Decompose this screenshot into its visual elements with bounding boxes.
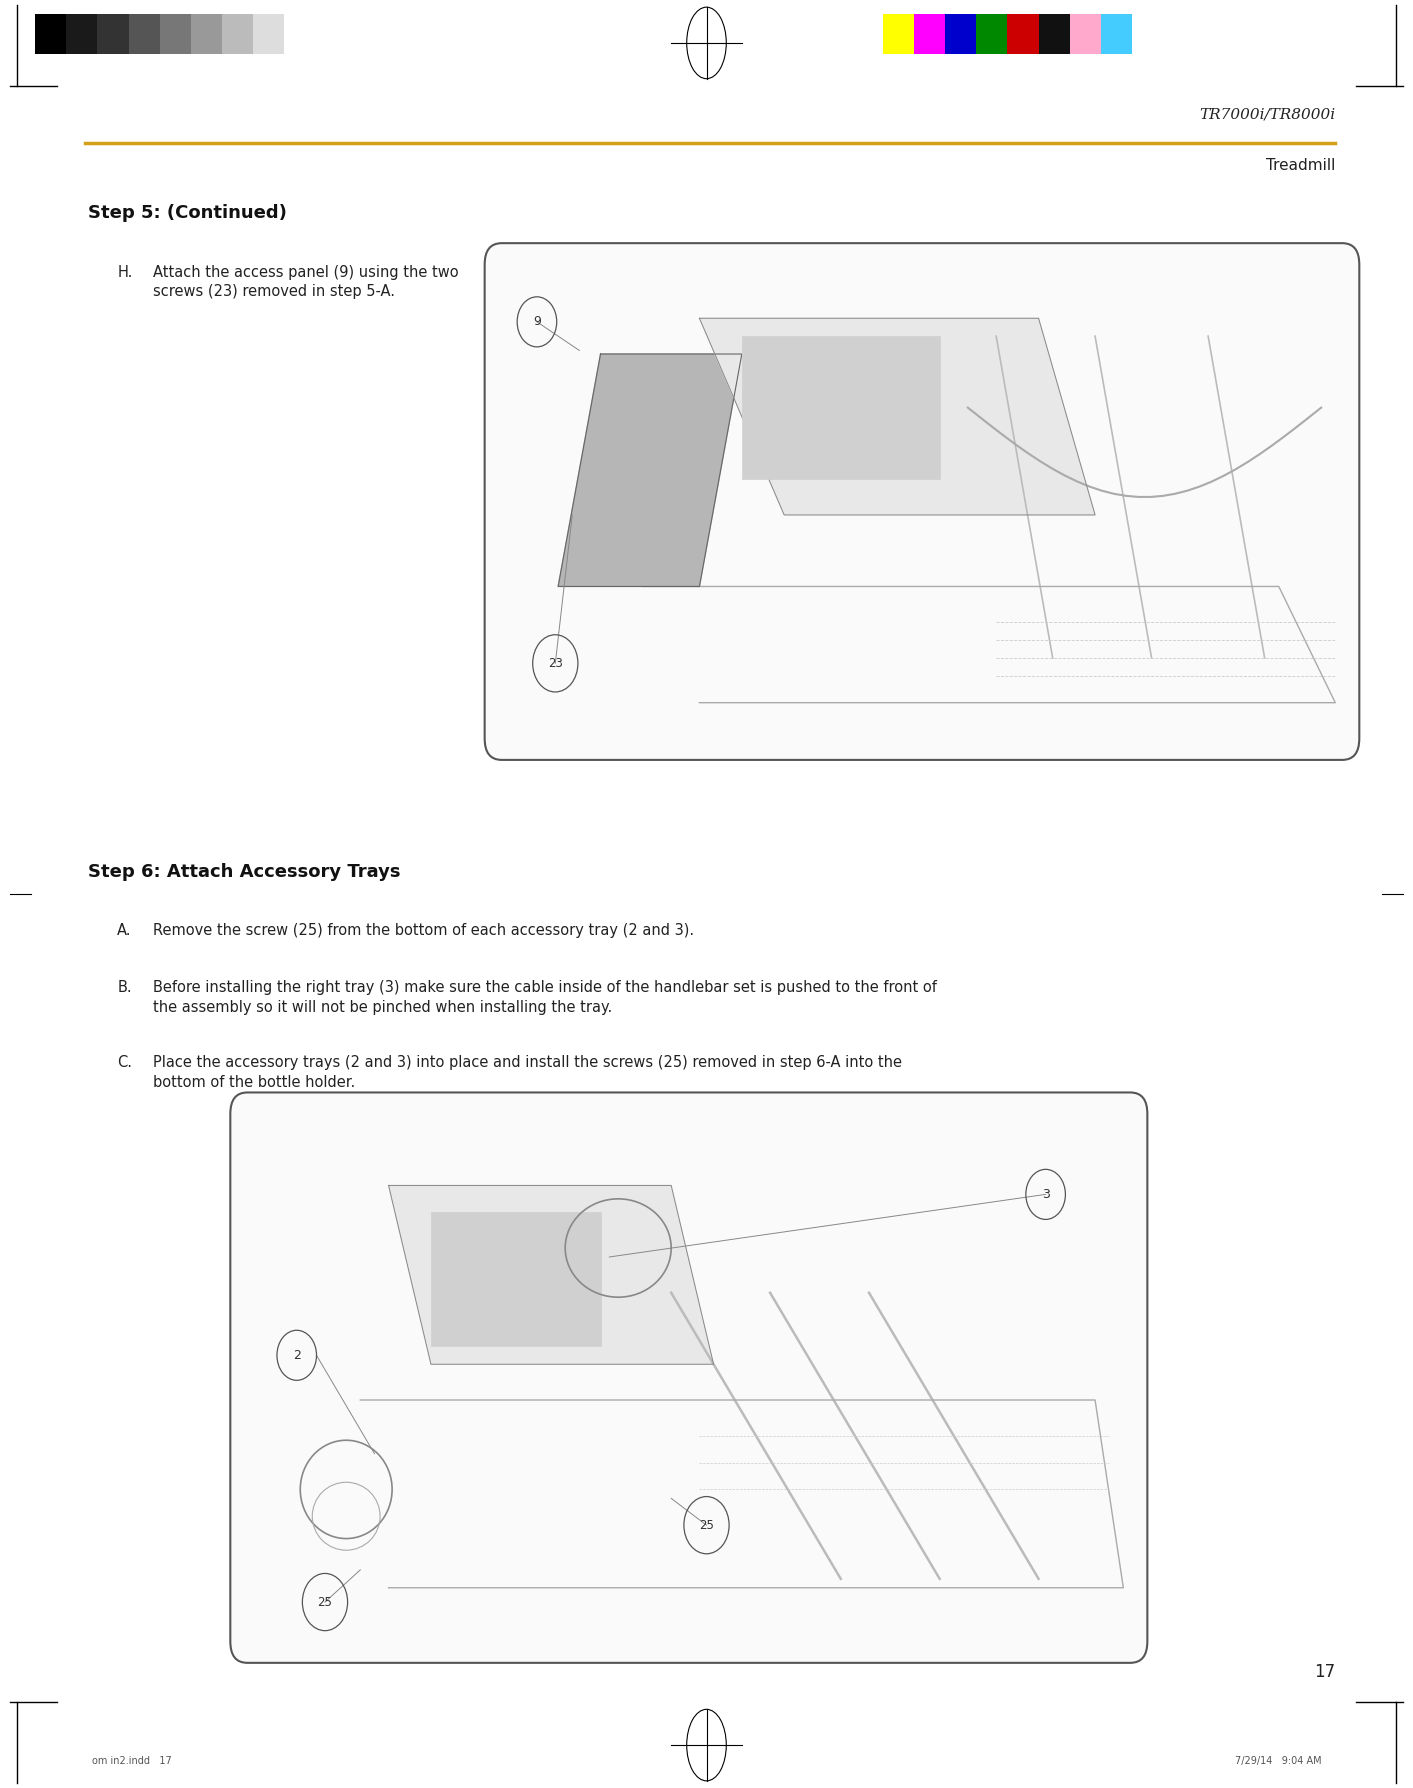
Bar — [742, 336, 940, 479]
Text: Attach the access panel (9) using the two
screws (23) removed in step 5-A.: Attach the access panel (9) using the tw… — [153, 265, 458, 299]
Text: Step 6: Attach Accessory Trays: Step 6: Attach Accessory Trays — [88, 864, 400, 881]
Bar — [129, 14, 160, 54]
Text: A.: A. — [117, 923, 131, 937]
Text: H.: H. — [117, 265, 133, 279]
Text: Treadmill: Treadmill — [1266, 159, 1335, 173]
Text: 23: 23 — [548, 656, 562, 670]
Text: 3: 3 — [1041, 1187, 1050, 1202]
Bar — [431, 1212, 601, 1346]
Bar — [253, 14, 284, 54]
Bar — [1039, 14, 1070, 54]
Text: TR7000i/TR8000i: TR7000i/TR8000i — [1200, 107, 1335, 122]
Bar — [160, 14, 191, 54]
Polygon shape — [558, 354, 742, 586]
Text: 9: 9 — [533, 315, 541, 329]
Text: 2: 2 — [292, 1348, 301, 1362]
Text: C.: C. — [117, 1055, 133, 1069]
Text: 17: 17 — [1314, 1663, 1335, 1681]
Text: Step 5: (Continued): Step 5: (Continued) — [88, 204, 287, 222]
FancyBboxPatch shape — [230, 1092, 1147, 1663]
Bar — [945, 14, 976, 54]
Text: Before installing the right tray (3) make sure the cable inside of the handlebar: Before installing the right tray (3) mak… — [153, 980, 937, 1014]
Bar — [1007, 14, 1039, 54]
Bar — [976, 14, 1007, 54]
Bar — [191, 14, 222, 54]
FancyBboxPatch shape — [485, 243, 1359, 760]
Text: 7/29/14   9:04 AM: 7/29/14 9:04 AM — [1235, 1756, 1321, 1767]
Bar — [883, 14, 914, 54]
Bar — [35, 14, 66, 54]
Bar — [284, 14, 315, 54]
Bar — [1070, 14, 1101, 54]
Bar — [222, 14, 253, 54]
Bar — [66, 14, 97, 54]
Text: om in2.indd   17: om in2.indd 17 — [92, 1756, 171, 1767]
Text: Place the accessory trays (2 and 3) into place and install the screws (25) remov: Place the accessory trays (2 and 3) into… — [153, 1055, 901, 1089]
Polygon shape — [699, 318, 1095, 515]
Polygon shape — [389, 1185, 714, 1364]
Bar — [914, 14, 945, 54]
Text: B.: B. — [117, 980, 131, 994]
Text: Remove the screw (25) from the bottom of each accessory tray (2 and 3).: Remove the screw (25) from the bottom of… — [153, 923, 694, 937]
Bar — [1101, 14, 1132, 54]
Text: 25: 25 — [699, 1518, 714, 1532]
Text: 25: 25 — [318, 1595, 332, 1609]
Bar — [97, 14, 129, 54]
